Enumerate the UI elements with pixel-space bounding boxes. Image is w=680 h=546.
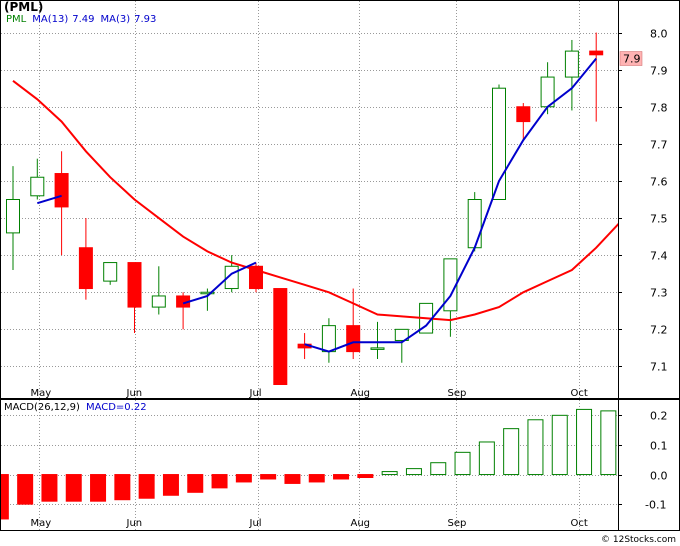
macd-tick-label: 0.0 xyxy=(650,470,668,483)
macd-bar-negative xyxy=(65,474,82,502)
price-tick-label: 7.1 xyxy=(650,361,668,374)
macd-bar-negative xyxy=(211,474,228,489)
ma13-line xyxy=(12,80,618,322)
price-month-label: May xyxy=(31,388,52,399)
macd-bar-negative xyxy=(357,474,374,479)
macd-month-label: Jul xyxy=(249,518,262,529)
candle-up xyxy=(492,87,506,200)
macd-month-label: May xyxy=(31,518,52,529)
last-price-tag xyxy=(619,51,643,66)
macd-tick-label: 0.1 xyxy=(650,440,668,453)
legend-symbol: PML xyxy=(6,14,27,25)
legend-ma13-label: MA(13) xyxy=(32,14,69,25)
macd-bar-negative xyxy=(260,474,277,480)
macd-month-label: Jun xyxy=(126,518,143,529)
macd-bar-positive xyxy=(454,451,471,476)
macd-bar-negative xyxy=(138,474,155,499)
price-month-label: Oct xyxy=(571,388,588,399)
macd-bar-negative xyxy=(187,474,204,493)
candle-down xyxy=(346,325,361,353)
price-tick-label: 7.4 xyxy=(650,250,668,263)
candle-up xyxy=(394,328,409,341)
price-tick-label: 7.3 xyxy=(650,287,668,300)
price-month-label: Jul xyxy=(249,388,262,399)
candle-up xyxy=(370,347,385,350)
candle-down xyxy=(516,106,531,123)
candle-down xyxy=(127,262,142,308)
macd-legend-value: MACD=0.22 xyxy=(85,402,147,413)
macd-legend-label: MACD(26,12,9) xyxy=(4,402,80,413)
candles-group xyxy=(6,32,618,385)
chart-title: (PML) xyxy=(4,0,44,14)
candle-up xyxy=(30,176,45,197)
macd-tick-label: -0.1 xyxy=(645,499,666,512)
candle-down xyxy=(78,247,93,290)
candle-up xyxy=(103,262,118,282)
macd-tick-label: 0.2 xyxy=(650,410,668,423)
candle-down xyxy=(54,173,69,208)
macd-bar-negative xyxy=(114,474,131,501)
price-tick-label: 7.5 xyxy=(650,213,668,226)
price-tick-label: 7.2 xyxy=(650,324,668,337)
macd-month-label: Sep xyxy=(448,518,467,529)
candle-up xyxy=(564,50,579,78)
macd-bar-negative xyxy=(333,474,350,480)
legend-ma3-label: MA(3) xyxy=(100,14,131,25)
chart-grid xyxy=(1,1,618,530)
candle-up xyxy=(6,199,20,234)
macd-bar-negative xyxy=(308,474,325,483)
candles-layer xyxy=(6,32,618,385)
macd-bar-positive xyxy=(527,419,544,476)
price-tick-label: 7.6 xyxy=(650,176,668,189)
price-month-label: Aug xyxy=(351,388,371,399)
last-price-label: 7.9 xyxy=(623,53,641,66)
macd-bar-negative xyxy=(162,474,179,496)
macd-bar-positive xyxy=(405,468,422,476)
ma3-line xyxy=(182,261,257,305)
legend-ma3-value: 7.93 xyxy=(134,14,157,25)
candle-up xyxy=(321,325,336,353)
axes-labels-layer: 7.1 7.2 7.3 7.4 7.5 7.6 7.7 7.8 7.9 8.0 -0.1 0.0 0.1… xyxy=(31,28,668,530)
candle-up xyxy=(200,291,215,295)
macd-bar-positive xyxy=(503,428,520,476)
price-tick-label: 7.7 xyxy=(650,139,668,152)
legend-ma13-value: 7.49 xyxy=(72,14,95,25)
price-legend: PML MA(13) 7.49 MA(3) 7.93 xyxy=(6,14,162,25)
macd-bar-positive xyxy=(430,462,447,476)
price-month-label: Jun xyxy=(126,388,143,399)
macd-bar-negative xyxy=(235,474,252,483)
macd-bar-negative xyxy=(90,474,107,502)
ma3-line xyxy=(304,57,597,353)
macd-bar-positive xyxy=(576,408,593,476)
candle-down xyxy=(273,288,288,385)
macd-month-label: Oct xyxy=(571,518,588,529)
price-tick-label: 7.8 xyxy=(650,102,668,115)
candle-up xyxy=(467,199,482,249)
macd-legend: MACD(26,12,9) MACD=0.22 xyxy=(4,402,153,413)
macd-bar-positive xyxy=(551,414,568,476)
macd-bar-positive xyxy=(600,410,617,476)
macd-bar-negative xyxy=(41,474,58,502)
macd-bar-positive xyxy=(478,441,495,476)
price-month-label: Sep xyxy=(448,388,467,399)
macd-bar-positive xyxy=(381,471,398,476)
price-tick-label: 7.9 xyxy=(650,65,668,78)
ma3-line xyxy=(37,194,62,205)
macd-bar-negative xyxy=(1,474,9,520)
watermark: © 12Stocks.com xyxy=(601,535,676,545)
macd-bar-negative xyxy=(17,474,34,505)
candle-up xyxy=(151,295,166,308)
macd-month-label: Aug xyxy=(351,518,371,529)
candle-down xyxy=(589,50,604,56)
macd-group xyxy=(1,408,617,520)
macd-bar-negative xyxy=(284,474,301,484)
price-tick-label: 8.0 xyxy=(650,28,668,41)
macd-bars-layer xyxy=(1,408,617,520)
